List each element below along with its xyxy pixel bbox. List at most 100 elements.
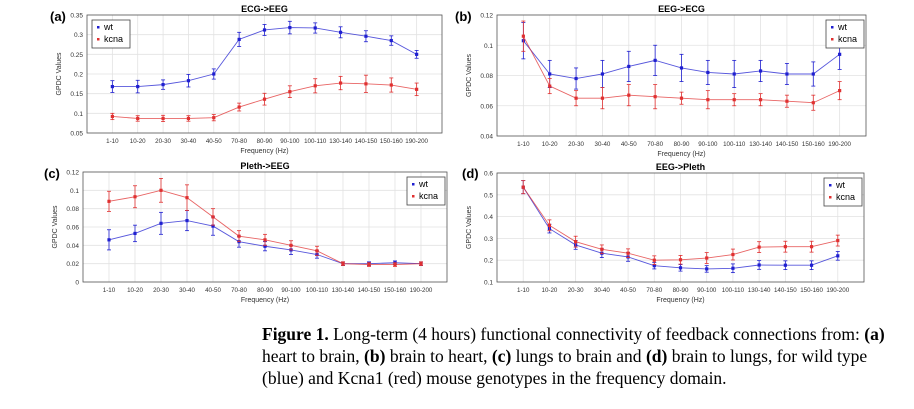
data-point bbox=[732, 98, 736, 102]
data-point bbox=[731, 252, 735, 257]
chart-title: EEG->Pleth bbox=[656, 162, 705, 172]
x-tick-label: 90-100 bbox=[697, 287, 717, 294]
data-point bbox=[732, 72, 736, 76]
data-point bbox=[263, 244, 267, 248]
y-tick-label: 0.6 bbox=[484, 171, 493, 178]
x-tick-label: 40-50 bbox=[205, 287, 221, 294]
caption-panel-b: (b) bbox=[364, 346, 386, 366]
data-point bbox=[186, 79, 191, 83]
data-point bbox=[159, 188, 163, 192]
legend-marker bbox=[97, 38, 100, 41]
legend-marker bbox=[412, 183, 415, 186]
chart-panel-b: 0.04 0.06 0.08 0.1 0.12 1-10 10-20 20-30 30-40 40… bbox=[455, 4, 867, 158]
axes-frame bbox=[496, 14, 867, 137]
data-point bbox=[389, 83, 393, 87]
x-tick-label: 190-200 bbox=[405, 138, 428, 145]
legend-marker bbox=[829, 196, 832, 199]
data-point bbox=[758, 98, 763, 102]
caption-text: Long-term (4 hours) functional connectiv… bbox=[328, 324, 865, 344]
data-point bbox=[600, 72, 605, 76]
data-point bbox=[653, 95, 657, 99]
legend-label: kcna bbox=[836, 192, 855, 202]
data-point bbox=[574, 76, 578, 81]
y-tick-label: 0.1 bbox=[70, 188, 79, 195]
y-tick-label: 0.05 bbox=[70, 131, 83, 138]
data-point bbox=[705, 256, 709, 260]
data-point bbox=[389, 38, 393, 43]
data-point bbox=[809, 245, 814, 249]
legend-label: wt bbox=[418, 179, 428, 189]
caption-text: brain to heart, bbox=[385, 346, 492, 366]
x-tick-label: 90-100 bbox=[281, 287, 301, 294]
x-tick-label: 190-200 bbox=[828, 141, 851, 148]
panel-label: (c) bbox=[44, 166, 60, 181]
x-tick-label: 10-20 bbox=[127, 287, 143, 294]
x-tick-label: 20-30 bbox=[153, 287, 169, 294]
data-point bbox=[836, 238, 840, 243]
x-tick-label: 10-20 bbox=[542, 287, 558, 294]
y-tick-label: 0.3 bbox=[484, 236, 493, 243]
data-point bbox=[547, 223, 552, 227]
axes-frame bbox=[86, 14, 443, 134]
data-point bbox=[419, 262, 423, 266]
x-tick-label: 90-100 bbox=[280, 138, 300, 145]
data-point bbox=[288, 90, 292, 94]
legend: wt kcna bbox=[825, 19, 865, 49]
data-point bbox=[652, 264, 656, 268]
legend-marker bbox=[831, 38, 834, 41]
x-tick-label: 140-150 bbox=[774, 287, 797, 294]
data-point bbox=[809, 263, 814, 267]
x-tick-label: 1-10 bbox=[103, 287, 116, 294]
x-tick-label: 30-40 bbox=[181, 138, 197, 145]
x-tick-label: 40-50 bbox=[620, 287, 636, 294]
data-point bbox=[415, 52, 419, 56]
data-point bbox=[838, 52, 842, 56]
x-tick-label: 100-110 bbox=[723, 141, 746, 148]
x-tick-label: 70-80 bbox=[231, 138, 247, 145]
data-point bbox=[364, 34, 368, 38]
caption-panel-a: (a) bbox=[864, 324, 885, 344]
data-point bbox=[783, 245, 787, 249]
data-point bbox=[521, 185, 525, 189]
x-tick-label: 150-160 bbox=[800, 287, 823, 294]
data-point bbox=[393, 262, 397, 267]
data-point bbox=[600, 247, 604, 251]
x-tick-label: 150-160 bbox=[380, 138, 403, 145]
panel-label: (a) bbox=[50, 9, 66, 24]
figure-caption: Figure 1. Long-term (4 hours) functional… bbox=[262, 323, 910, 389]
data-point bbox=[679, 96, 684, 100]
figure-charts: 0.05 0.1 0.15 0.2 0.25 0.3 0.35 1-10 10-20 20-30 3… bbox=[44, 4, 867, 304]
x-axis-label: Frequency (Hz) bbox=[657, 151, 705, 158]
y-tick-label: 0.06 bbox=[66, 225, 79, 232]
data-point bbox=[212, 116, 216, 120]
chart-panel-d: 0.1 0.2 0.3 0.4 0.5 0.6 1-10 10-20 20-30 30-40 40-… bbox=[462, 162, 865, 304]
y-tick-label: 0.04 bbox=[480, 134, 493, 141]
data-point bbox=[548, 72, 552, 76]
data-point bbox=[262, 97, 267, 101]
legend: wt kcna bbox=[823, 177, 863, 207]
x-tick-label: 140-150 bbox=[355, 138, 378, 145]
data-point bbox=[679, 66, 684, 70]
caption-text: brain to lungs, for wild type (blue) and… bbox=[262, 346, 868, 388]
legend-box bbox=[825, 19, 865, 49]
panel-label: (d) bbox=[462, 166, 479, 181]
legend-box bbox=[91, 19, 131, 49]
data-point bbox=[237, 105, 241, 109]
legend-marker bbox=[412, 195, 415, 198]
x-tick-label: 80-90 bbox=[673, 287, 689, 294]
x-tick-label: 20-30 bbox=[155, 138, 171, 145]
data-point bbox=[757, 263, 761, 267]
y-tick-label: 0.04 bbox=[66, 243, 79, 250]
x-tick-label: 20-30 bbox=[568, 141, 584, 148]
data-point bbox=[338, 81, 343, 85]
data-point bbox=[785, 72, 789, 76]
data-point bbox=[161, 116, 165, 121]
data-point bbox=[652, 258, 656, 262]
chart-title: Pleth->EEG bbox=[240, 161, 289, 171]
data-point bbox=[678, 266, 683, 270]
y-tick-label: 0.08 bbox=[480, 73, 493, 80]
legend-label: kcna bbox=[838, 34, 857, 44]
data-point bbox=[185, 196, 189, 200]
data-point bbox=[785, 99, 789, 103]
data-point bbox=[626, 251, 630, 255]
